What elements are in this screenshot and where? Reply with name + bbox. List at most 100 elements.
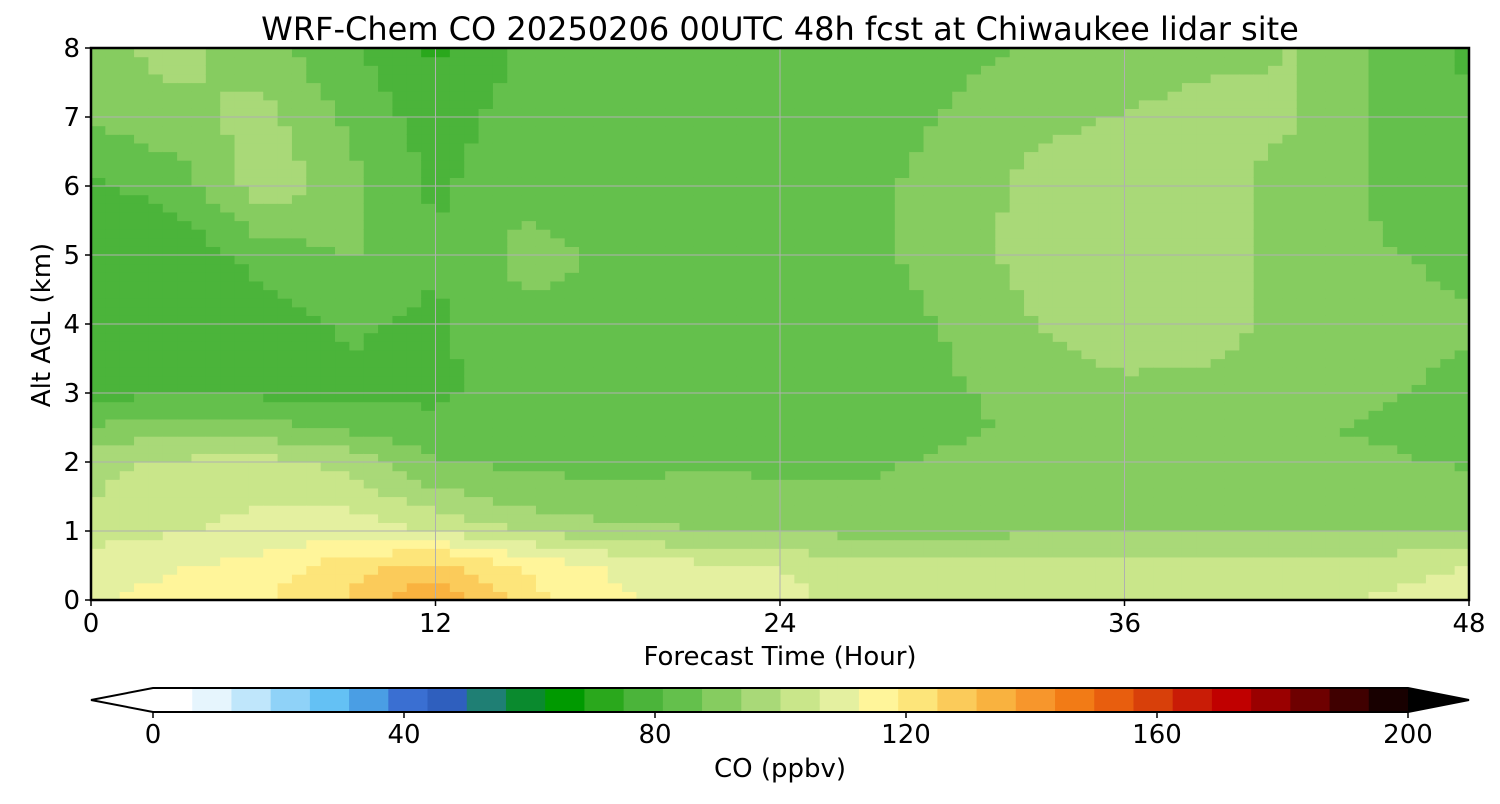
field-cell xyxy=(105,548,121,558)
field-cell xyxy=(119,574,135,584)
field-cell xyxy=(421,211,437,222)
field-cell xyxy=(363,237,379,247)
field-cell xyxy=(679,142,695,153)
field-cell xyxy=(550,462,566,472)
field-cell xyxy=(736,168,752,178)
field-cell xyxy=(177,117,193,127)
field-cell xyxy=(421,324,437,334)
field-cell xyxy=(349,470,365,480)
field-cell xyxy=(607,513,623,523)
field-cell xyxy=(1138,375,1154,385)
field-cell xyxy=(349,522,365,532)
field-cell xyxy=(320,194,336,204)
field-cell xyxy=(1067,220,1083,230)
field-cell xyxy=(521,306,537,316)
field-cell xyxy=(736,531,752,541)
field-cell xyxy=(722,358,738,368)
field-cell xyxy=(579,367,594,377)
field-cell xyxy=(1067,393,1083,403)
field-cell xyxy=(607,280,623,291)
field-cell xyxy=(1009,203,1025,213)
field-cell xyxy=(1124,82,1140,92)
field-cell xyxy=(851,203,867,213)
field-cell xyxy=(478,418,494,429)
field-cell xyxy=(650,298,666,308)
field-cell xyxy=(521,99,537,109)
field-cell xyxy=(1138,186,1154,196)
field-cell xyxy=(507,556,523,567)
field-cell xyxy=(363,505,379,515)
field-cell xyxy=(579,565,594,575)
field-cell xyxy=(765,125,781,135)
field-cell xyxy=(851,341,867,351)
field-cell xyxy=(277,220,293,230)
field-cell xyxy=(392,367,408,377)
field-cell xyxy=(808,160,824,170)
field-cell xyxy=(406,574,422,584)
field-cell xyxy=(1038,487,1054,498)
field-cell xyxy=(837,125,853,135)
field-cell xyxy=(148,134,164,144)
field-cell xyxy=(378,539,394,549)
field-cell xyxy=(1095,211,1111,222)
field-cell xyxy=(564,513,580,523)
field-cell xyxy=(492,255,508,265)
field-cell xyxy=(837,272,853,282)
field-cell xyxy=(134,108,150,118)
field-cell xyxy=(1181,99,1197,109)
field-cell xyxy=(1167,186,1183,196)
field-cell xyxy=(507,401,523,411)
field-cell xyxy=(1009,349,1025,360)
field-cell xyxy=(650,280,666,291)
field-cell xyxy=(363,332,379,342)
field-cell xyxy=(780,332,795,342)
field-cell xyxy=(162,289,178,299)
field-cell xyxy=(952,444,968,454)
field-cell xyxy=(952,349,968,360)
field-cell xyxy=(593,203,609,213)
field-cell xyxy=(564,453,580,463)
field-cell xyxy=(880,211,896,222)
field-cell xyxy=(105,99,121,109)
field-cell xyxy=(665,186,681,196)
field-cell xyxy=(1124,263,1140,273)
field-cell xyxy=(794,91,810,101)
field-cell xyxy=(320,522,336,532)
field-cell xyxy=(535,203,551,213)
field-cell xyxy=(708,332,724,342)
field-cell xyxy=(1196,401,1212,411)
field-cell xyxy=(708,56,724,66)
field-cell xyxy=(923,332,939,342)
field-cell xyxy=(722,99,738,109)
field-cell xyxy=(234,556,250,567)
field-cell xyxy=(866,375,882,385)
field-cell xyxy=(220,470,236,480)
field-cell xyxy=(248,436,264,446)
field-cell xyxy=(708,177,724,187)
field-cell xyxy=(1167,177,1183,187)
field-cell xyxy=(866,134,882,144)
field-cell xyxy=(119,142,135,153)
field-cell xyxy=(650,142,666,153)
field-cell xyxy=(923,65,939,75)
field-cell xyxy=(780,289,795,299)
field-cell xyxy=(1124,324,1140,334)
field-cell xyxy=(579,384,594,394)
field-cell xyxy=(378,73,394,84)
field-cell xyxy=(205,48,221,58)
field-cell xyxy=(1009,410,1025,420)
field-cell xyxy=(177,375,193,385)
field-cell xyxy=(708,436,724,446)
field-cell xyxy=(464,255,480,265)
field-cell xyxy=(1038,565,1054,575)
field-cell xyxy=(521,289,537,299)
field-cell xyxy=(91,125,106,135)
field-cell xyxy=(205,462,221,472)
field-cell xyxy=(335,315,350,325)
field-cell xyxy=(894,134,910,144)
field-cell xyxy=(593,427,609,437)
field-cell xyxy=(162,160,178,170)
field-cell xyxy=(851,65,867,75)
field-cell xyxy=(378,298,394,308)
field-cell xyxy=(794,151,810,161)
